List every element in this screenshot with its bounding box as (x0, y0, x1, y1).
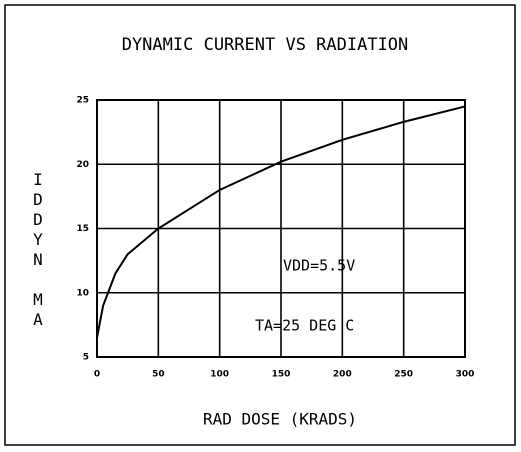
y-tick-label: 10 (76, 288, 89, 298)
y-tick-label: 15 (76, 224, 89, 234)
chart-title: DYNAMIC CURRENT VS RADIATION (122, 35, 409, 55)
x-tick-label: 50 (152, 370, 165, 380)
y-tick-label: 25 (76, 96, 89, 106)
y-tick-label: 5 (83, 353, 89, 363)
annotation: VDD=5.5V (283, 257, 355, 275)
x-tick-label: 100 (210, 370, 229, 380)
x-tick-label: 250 (394, 370, 413, 380)
plot-frame (96, 99, 466, 358)
x-axis-label: RAD DOSE (KRADS) (203, 410, 357, 429)
frame (4, 4, 516, 446)
y-tick-label: 20 (76, 160, 89, 170)
x-tick-label: 300 (456, 370, 475, 380)
annotation: TA=25 DEG C (255, 317, 354, 335)
line-series (96, 105, 466, 338)
x-tick-label: 0 (94, 370, 100, 380)
x-tick-label: 150 (272, 370, 291, 380)
x-tick-label: 200 (333, 370, 352, 380)
